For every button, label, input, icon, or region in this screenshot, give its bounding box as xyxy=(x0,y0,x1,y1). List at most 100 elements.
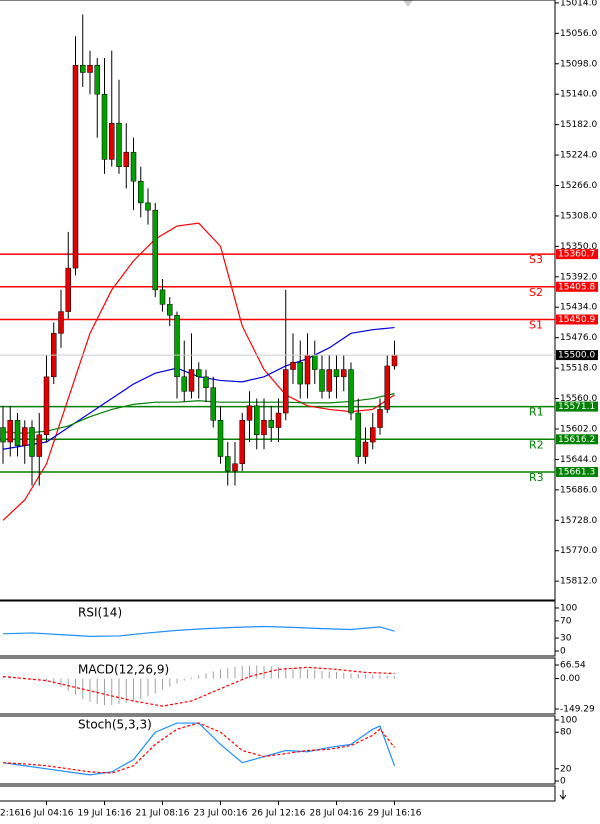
level-name: S1 xyxy=(529,318,543,331)
y-tick-label: 15182.0 xyxy=(560,120,597,130)
x-tick-label: 28 Jul 04:16 xyxy=(310,809,364,819)
y-tick-label: 15644.0 xyxy=(560,455,597,465)
pane-title: RSI(14) xyxy=(78,606,122,620)
candle-body xyxy=(203,376,209,388)
candle-body xyxy=(22,427,28,446)
level-tag xyxy=(556,434,598,445)
level-name: R2 xyxy=(529,438,544,451)
candle-body xyxy=(14,420,21,446)
level-tag-label: 15450.9 xyxy=(558,315,595,325)
indicator-line xyxy=(2,722,396,776)
y-tick-label: 15602.0 xyxy=(560,424,597,434)
candle-body xyxy=(268,420,274,428)
main-pane xyxy=(0,0,556,601)
y-tick-label: 20 xyxy=(560,764,572,774)
y-tick-label: 15098.0 xyxy=(560,59,597,69)
level-name: S3 xyxy=(529,253,543,266)
stoch-pane xyxy=(0,715,556,785)
candle-body xyxy=(159,289,166,305)
candle-body xyxy=(391,354,398,367)
level-name: S2 xyxy=(529,286,543,299)
candle-body xyxy=(87,64,93,73)
candle-body xyxy=(181,376,187,392)
candle-body xyxy=(312,354,318,370)
candle-body xyxy=(36,434,42,457)
empty-pane xyxy=(0,785,556,802)
y-tick-label: 15350.0 xyxy=(560,242,597,252)
candle-body xyxy=(261,420,267,436)
candle-body xyxy=(217,420,224,457)
candle-body xyxy=(116,122,122,167)
level-tag-label: 15661.3 xyxy=(558,467,595,477)
candle-body xyxy=(225,456,231,472)
rsi-pane xyxy=(0,600,556,657)
candle-body xyxy=(72,64,79,269)
candle-body xyxy=(109,122,115,160)
candle-body xyxy=(138,180,144,204)
y-tick-label: 0.00 xyxy=(560,674,580,684)
y-tick-label: 15266.0 xyxy=(560,181,597,191)
level-tag xyxy=(556,281,598,292)
candle-body xyxy=(384,365,390,410)
candle-body xyxy=(232,463,238,472)
y-tick-label: -149.29 xyxy=(560,705,595,715)
level-tag-label: 15360.7 xyxy=(558,250,595,260)
candle-body xyxy=(174,314,180,378)
y-tick-label: 100 xyxy=(560,604,577,614)
y-tick-label: 15014.0 xyxy=(560,0,597,8)
level-tag xyxy=(556,466,598,477)
y-tick-label: 15518.0 xyxy=(560,364,597,374)
x-tick-label: 19 Jul 16:16 xyxy=(78,809,132,819)
candle-body xyxy=(101,93,108,160)
candle-body xyxy=(333,369,340,378)
candle-body xyxy=(130,151,137,182)
candle-body xyxy=(283,369,289,414)
candle-body xyxy=(348,369,354,414)
candle-body xyxy=(167,304,173,316)
y-tick-label: 0 xyxy=(560,647,566,657)
candle-body xyxy=(246,405,253,421)
candle-body xyxy=(290,362,296,370)
y-tick-label: 70 xyxy=(560,616,572,626)
y-tick-label: 15056.0 xyxy=(560,29,597,39)
moving-average xyxy=(2,392,395,434)
signal-line xyxy=(2,666,395,707)
y-tick-label: 15434.0 xyxy=(560,303,597,313)
last-price-label: 15500.0 xyxy=(558,351,595,361)
y-tick-label: 15686.0 xyxy=(560,485,597,495)
y-tick-label: 30 xyxy=(560,634,572,644)
y-tick-label: 0 xyxy=(560,777,566,787)
y-tick-label: 15392.0 xyxy=(560,272,597,282)
candle-body xyxy=(326,369,332,392)
y-tick-label: 66.54 xyxy=(560,661,586,671)
candle-body xyxy=(210,387,216,421)
x-tick-label: 2:16 xyxy=(0,809,20,819)
y-tick-label: 15770.0 xyxy=(560,546,597,556)
y-tick-label: 15140.0 xyxy=(560,90,597,100)
arrow-icon xyxy=(559,790,567,800)
candle-body xyxy=(370,427,376,443)
candle-body xyxy=(377,409,383,428)
candle-body xyxy=(80,64,86,73)
x-tick-label: 26 Jul 12:16 xyxy=(252,809,306,819)
candle-body xyxy=(145,202,151,211)
y-tick-label: 15812.0 xyxy=(560,577,597,587)
y-tick-label: 100 xyxy=(560,716,577,726)
y-tick-label: 15224.0 xyxy=(560,151,597,161)
level-tag-label: 15571.1 xyxy=(558,402,595,412)
scroll-icon xyxy=(403,0,413,7)
candle-body xyxy=(254,405,260,436)
candle-body xyxy=(58,311,64,334)
candle-body xyxy=(152,209,158,291)
x-tick-label: 29 Jul 16:16 xyxy=(368,809,422,819)
level-tag-label: 15616.2 xyxy=(558,435,595,445)
level-name: R1 xyxy=(529,406,544,419)
candle-body xyxy=(275,412,282,428)
macd-pane xyxy=(0,657,556,715)
level-name: R3 xyxy=(529,471,544,484)
level-tag xyxy=(556,249,598,260)
candle-body xyxy=(94,64,100,95)
indicator-line xyxy=(2,625,395,637)
